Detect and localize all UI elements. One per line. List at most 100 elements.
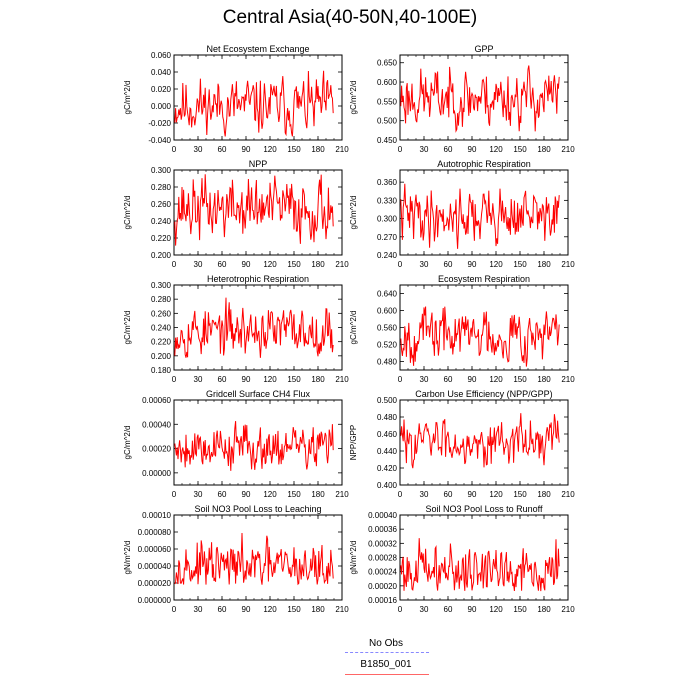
y-axis-label-9: gN/m^2/d [349, 541, 358, 575]
panel-title-1: GPP [474, 44, 493, 54]
y-tick-label-6: 0.00020 [142, 445, 171, 454]
x-tick-label-7: 90 [468, 490, 477, 499]
x-tick-label-4: 0 [172, 375, 177, 384]
series-line-7 [400, 413, 560, 469]
series-line-1 [400, 65, 560, 133]
y-tick-label-8: 0.000020 [138, 579, 172, 588]
series-line-3 [400, 183, 560, 249]
x-tick-label-6: 120 [263, 490, 277, 499]
y-tick-label-6: 0.00040 [142, 420, 171, 429]
x-tick-label-7: 120 [489, 490, 503, 499]
x-tick-label-8: 60 [218, 605, 227, 614]
x-tick-label-6: 150 [287, 490, 301, 499]
panel-title-4: Heterotrophic Respiration [207, 274, 309, 284]
series-line-5 [400, 306, 560, 367]
y-axis-label-0: gC/m^2/d [123, 81, 132, 115]
x-tick-label-1: 150 [513, 145, 527, 154]
y-axis-label-3: gC/m^2/d [349, 196, 358, 230]
y-axis-label-7: NPP/GPP [349, 425, 358, 461]
x-tick-label-9: 210 [561, 605, 575, 614]
y-tick-label-6: 0.00000 [142, 469, 171, 478]
x-tick-label-7: 60 [444, 490, 453, 499]
x-tick-label-5: 30 [420, 375, 429, 384]
legend-label-no-obs: No Obs [369, 638, 403, 649]
y-tick-label-7: 0.500 [377, 396, 398, 405]
y-tick-label-1: 0.650 [377, 59, 398, 68]
x-tick-label-8: 180 [311, 605, 325, 614]
y-tick-label-4: 0.300 [151, 281, 172, 290]
x-tick-label-1: 30 [420, 145, 429, 154]
x-tick-label-7: 180 [537, 490, 551, 499]
x-tick-label-7: 150 [513, 490, 527, 499]
x-tick-label-5: 150 [513, 375, 527, 384]
panel-title-8: Soil NO3 Pool Loss to Leaching [194, 504, 321, 514]
y-tick-label-1: 0.450 [377, 136, 398, 145]
y-tick-label-0: -0.040 [148, 136, 171, 145]
y-tick-label-5: 0.520 [377, 341, 398, 350]
y-tick-label-6: 0.00060 [142, 396, 171, 405]
series-line-8 [174, 532, 334, 586]
panel-title-6: Gridcell Surface CH4 Flux [206, 389, 311, 399]
x-tick-label-9: 120 [489, 605, 503, 614]
panel-frame-2 [173, 169, 343, 256]
x-tick-label-0: 30 [194, 145, 203, 154]
x-tick-label-6: 30 [194, 490, 203, 499]
x-tick-label-1: 210 [561, 145, 575, 154]
y-tick-label-0: 0.060 [151, 51, 172, 60]
x-tick-label-0: 0 [172, 145, 177, 154]
panel-frame-8 [173, 514, 343, 601]
y-tick-label-3: 0.360 [377, 178, 398, 187]
y-tick-label-3: 0.270 [377, 233, 398, 242]
y-tick-label-2: 0.240 [151, 217, 172, 226]
x-tick-label-7: 30 [420, 490, 429, 499]
y-tick-label-4: 0.220 [151, 338, 172, 347]
x-tick-label-3: 60 [444, 260, 453, 269]
x-tick-label-0: 180 [311, 145, 325, 154]
y-tick-label-5: 0.600 [377, 307, 398, 316]
y-tick-label-0: 0.020 [151, 85, 172, 94]
y-tick-label-0: -0.020 [148, 119, 171, 128]
y-axis-label-4: gC/m^2/d [123, 311, 132, 345]
x-tick-label-5: 180 [537, 375, 551, 384]
x-tick-label-8: 30 [194, 605, 203, 614]
y-tick-label-9: 0.00036 [368, 525, 397, 534]
x-tick-label-0: 120 [263, 145, 277, 154]
x-tick-label-6: 0 [172, 490, 177, 499]
y-tick-label-2: 0.220 [151, 234, 172, 243]
x-tick-label-3: 30 [420, 260, 429, 269]
x-tick-label-9: 150 [513, 605, 527, 614]
x-tick-label-2: 60 [218, 260, 227, 269]
x-tick-label-8: 90 [242, 605, 251, 614]
y-tick-label-8: 0.000000 [138, 596, 172, 605]
x-tick-label-1: 0 [398, 145, 403, 154]
legend-line-no-obs [345, 652, 429, 653]
y-tick-label-4: 0.200 [151, 352, 172, 361]
y-axis-label-1: gC/m^2/d [349, 81, 358, 115]
panel-frame-1 [399, 54, 569, 141]
y-tick-label-4: 0.280 [151, 295, 172, 304]
x-tick-label-3: 90 [468, 260, 477, 269]
y-tick-label-1: 0.600 [377, 78, 398, 87]
y-tick-label-0: 0.000 [151, 102, 172, 111]
x-tick-label-3: 210 [561, 260, 575, 269]
x-tick-label-8: 150 [287, 605, 301, 614]
x-tick-label-2: 180 [311, 260, 325, 269]
panel-title-0: Net Ecosystem Exchange [206, 44, 309, 54]
x-tick-label-5: 90 [468, 375, 477, 384]
x-tick-label-0: 90 [242, 145, 251, 154]
x-tick-label-4: 210 [335, 375, 349, 384]
panel-title-3: Autotrophic Respiration [437, 159, 531, 169]
y-tick-label-8: 0.000040 [138, 562, 172, 571]
x-tick-label-1: 120 [489, 145, 503, 154]
y-tick-label-2: 0.200 [151, 251, 172, 260]
x-tick-label-0: 60 [218, 145, 227, 154]
x-tick-label-6: 210 [335, 490, 349, 499]
y-tick-label-2: 0.280 [151, 183, 172, 192]
panel-frame-0 [173, 54, 343, 141]
series-line-2 [174, 174, 334, 246]
x-tick-label-0: 150 [287, 145, 301, 154]
x-tick-label-1: 180 [537, 145, 551, 154]
y-tick-label-3: 0.300 [377, 215, 398, 224]
panel-frame-6 [173, 399, 343, 486]
